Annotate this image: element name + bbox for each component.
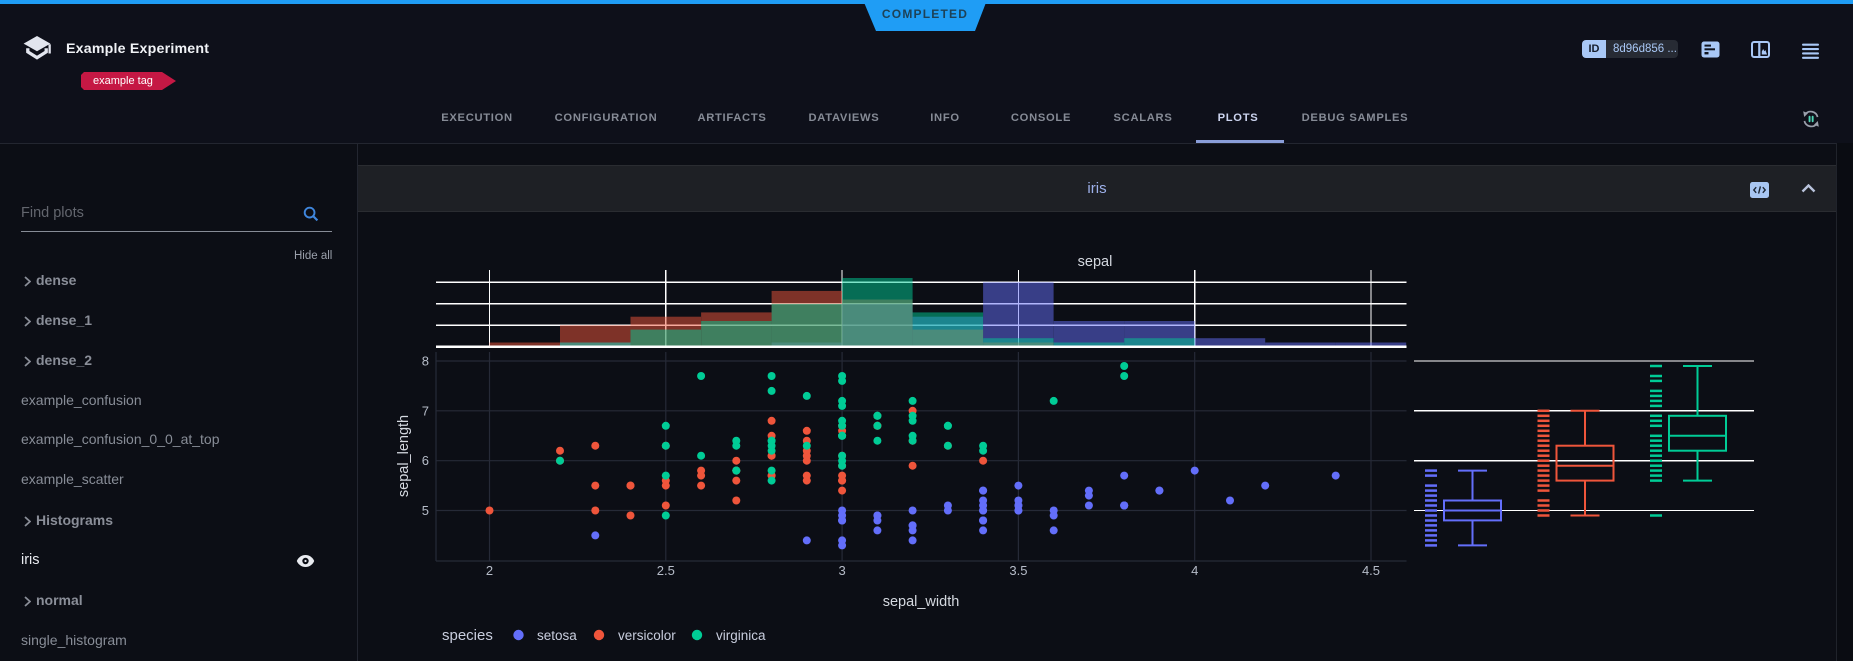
svg-text:2: 2 bbox=[486, 563, 493, 578]
svg-text:sepal_length: sepal_length bbox=[396, 415, 412, 497]
svg-text:5: 5 bbox=[422, 503, 429, 518]
svg-text:3.5: 3.5 bbox=[1009, 563, 1027, 578]
svg-text:sepal_width: sepal_width bbox=[883, 594, 960, 610]
svg-text:4.5: 4.5 bbox=[1362, 563, 1380, 578]
svg-text:6: 6 bbox=[422, 453, 429, 468]
svg-text:7: 7 bbox=[422, 403, 429, 418]
svg-text:setosa: setosa bbox=[537, 628, 577, 643]
svg-text:4: 4 bbox=[1191, 563, 1198, 578]
svg-text:3: 3 bbox=[838, 563, 845, 578]
svg-text:sepal: sepal bbox=[1078, 254, 1113, 270]
svg-text:species: species bbox=[442, 627, 493, 644]
svg-text:virginica: virginica bbox=[716, 628, 766, 643]
svg-text:versicolor: versicolor bbox=[618, 628, 676, 643]
svg-text:8: 8 bbox=[422, 354, 429, 369]
svg-text:2.5: 2.5 bbox=[657, 563, 675, 578]
